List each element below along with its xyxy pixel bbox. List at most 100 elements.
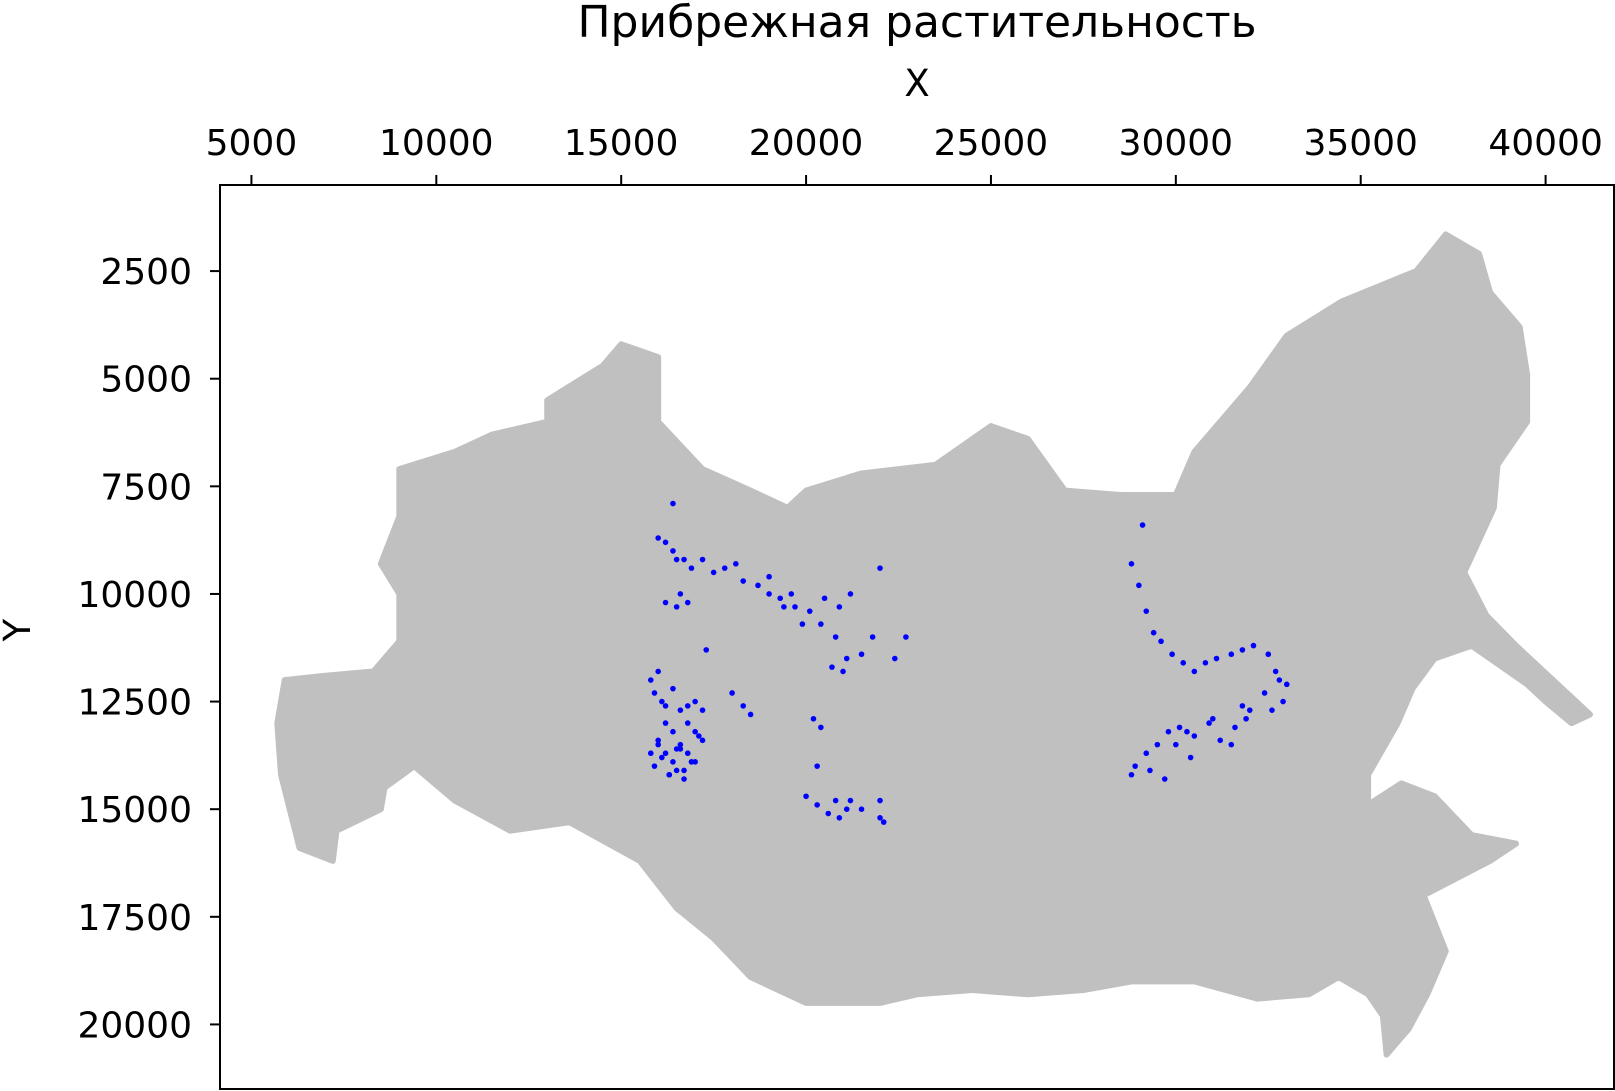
data-point (684, 599, 691, 606)
data-point (1239, 647, 1246, 653)
data-point (681, 776, 687, 782)
data-point (670, 500, 676, 507)
data-point (666, 771, 673, 778)
data-point (806, 608, 813, 614)
data-point (1158, 638, 1164, 645)
data-point (877, 565, 883, 571)
data-point (659, 754, 665, 761)
y-tick-label: 15000 (77, 790, 192, 831)
data-point (877, 815, 883, 821)
data-point (840, 668, 846, 675)
data-point (710, 569, 717, 576)
data-point (755, 582, 761, 589)
data-point (681, 556, 687, 563)
data-point (1184, 728, 1190, 735)
data-point (766, 591, 772, 597)
y-ticks: 2500 5000 7500 10000 12500 15000 17500 20000 (77, 252, 220, 1046)
data-point (670, 759, 676, 765)
data-point (1246, 707, 1253, 713)
data-point (836, 815, 843, 821)
data-point (692, 728, 698, 735)
data-point (1143, 608, 1150, 614)
data-point (684, 703, 691, 709)
x-tick-label: 35000 (1303, 123, 1418, 164)
data-point (1150, 629, 1157, 636)
data-point (673, 746, 680, 752)
data-point (869, 634, 876, 640)
data-point (814, 802, 820, 808)
data-point (843, 806, 850, 812)
data-point (670, 728, 676, 735)
data-point (903, 634, 909, 640)
data-point (880, 819, 887, 825)
data-point (1210, 715, 1216, 722)
data-point (832, 797, 839, 804)
data-point (655, 741, 661, 748)
data-point (662, 750, 669, 757)
data-point (810, 715, 817, 722)
data-point (814, 763, 820, 769)
data-point (647, 677, 654, 683)
data-point (1154, 741, 1161, 748)
x-tick-label: 5000 (206, 123, 298, 164)
data-point (729, 690, 735, 696)
data-point (699, 707, 706, 713)
data-point (1243, 715, 1249, 722)
data-point (655, 668, 661, 675)
data-point (777, 595, 783, 602)
data-point (1228, 741, 1235, 748)
data-point (655, 535, 661, 541)
x-ticks: 5000 10000 15000 20000 25000 30000 35000 40000 (206, 123, 1603, 185)
data-point (1180, 660, 1187, 666)
data-point (651, 690, 658, 696)
data-point (655, 737, 661, 744)
data-point (662, 703, 669, 709)
data-point (1139, 522, 1146, 528)
data-point (684, 750, 691, 757)
data-point (684, 720, 691, 726)
data-point (1165, 728, 1172, 735)
data-point (1276, 677, 1283, 683)
data-point (673, 556, 680, 563)
data-point (799, 621, 806, 627)
data-point (892, 655, 898, 662)
data-point (1132, 763, 1138, 769)
data-point (1169, 651, 1175, 658)
data-point (792, 604, 798, 610)
data-point (1206, 720, 1212, 726)
territory-outline (274, 231, 1593, 1058)
data-point (1136, 582, 1142, 589)
data-point (818, 724, 824, 731)
data-point (781, 604, 787, 610)
data-point (747, 711, 754, 718)
data-point (1261, 690, 1268, 696)
data-point (829, 664, 835, 670)
data-point (692, 698, 698, 705)
plot-area (274, 231, 1593, 1058)
y-tick-label: 20000 (77, 1005, 192, 1046)
x-axis-label: X (904, 62, 929, 105)
data-point (847, 797, 854, 804)
data-point (692, 759, 698, 765)
data-point (733, 561, 739, 567)
x-tick-label: 30000 (1119, 123, 1234, 164)
data-point (825, 810, 832, 817)
data-point (688, 565, 695, 571)
data-point (1128, 771, 1135, 778)
data-point (673, 604, 680, 610)
data-point (858, 806, 865, 812)
y-tick-label: 5000 (100, 360, 192, 401)
data-point (681, 767, 687, 774)
data-point (1202, 660, 1209, 666)
data-point (699, 737, 706, 744)
x-tick-label: 15000 (564, 123, 679, 164)
data-point (677, 707, 684, 713)
data-point (1191, 668, 1198, 675)
data-point (1147, 767, 1153, 774)
x-tick-label: 10000 (379, 123, 494, 164)
data-point (1161, 776, 1168, 782)
chart-title: Прибрежная растительность (577, 0, 1256, 48)
y-tick-label: 12500 (77, 683, 192, 724)
data-point (1283, 681, 1290, 688)
data-point (1191, 733, 1198, 739)
